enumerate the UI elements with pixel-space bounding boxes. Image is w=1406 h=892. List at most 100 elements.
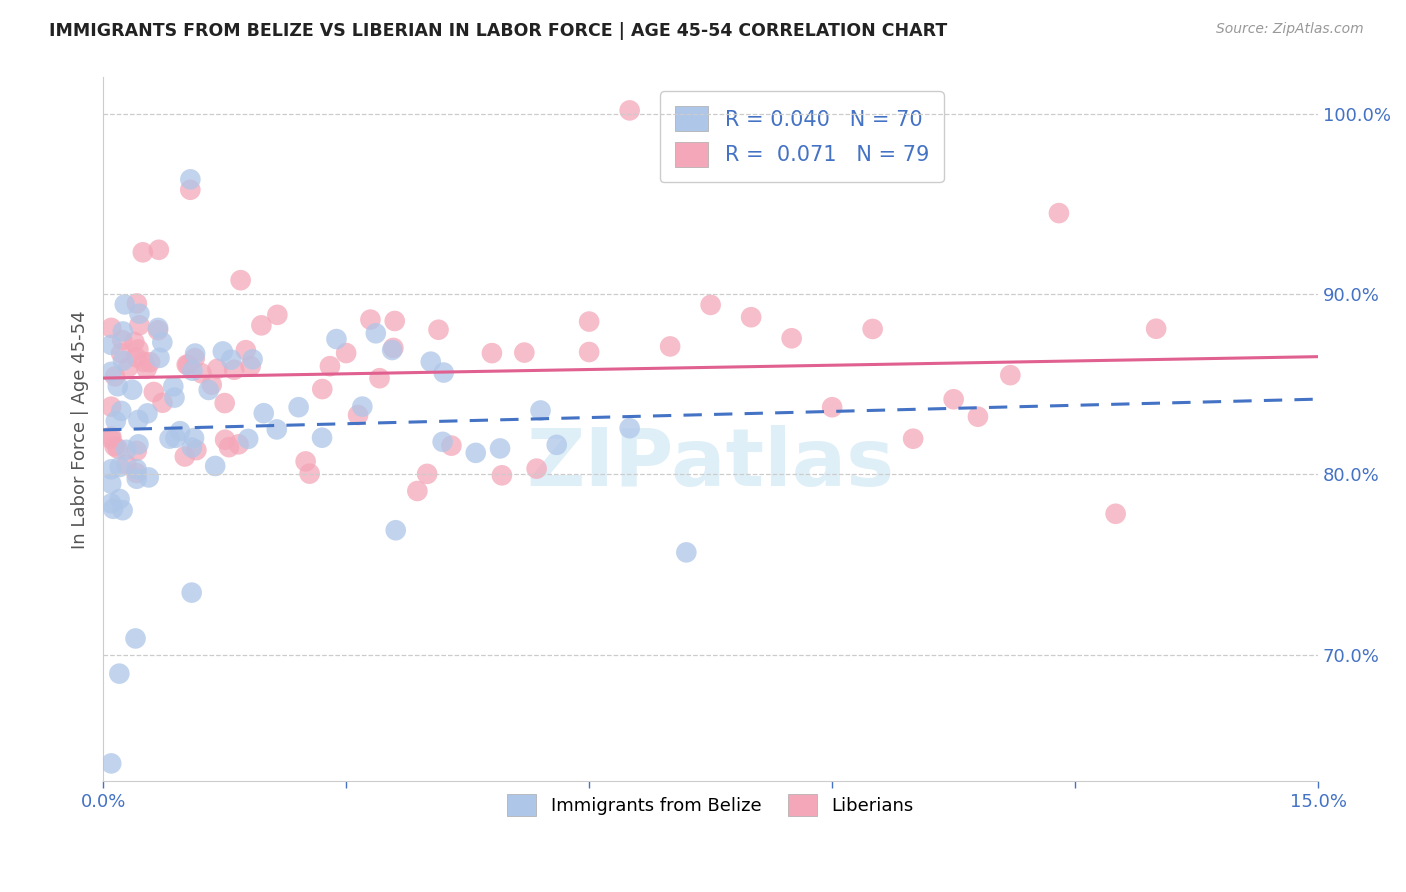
Point [238,432,260,446]
Point [108,460,131,475]
Point [104,439,127,453]
Point [125,462,148,476]
Point [659,339,682,353]
Point [287,400,309,414]
Point [125,296,148,310]
Point [218,440,240,454]
Point [125,472,148,486]
Point [152,395,174,409]
Text: Source: ZipAtlas.com: Source: ZipAtlas.com [1216,22,1364,37]
Text: IMMIGRANTS FROM BELIZE VS LIBERIAN IN LABOR FORCE | AGE 45-54 CORRELATION CHART: IMMIGRANTS FROM BELIZE VS LIBERIAN IN LA… [49,22,948,40]
Point [1144,322,1167,336]
Point [127,437,149,451]
Point [180,441,202,455]
Point [136,406,159,420]
Point [228,437,250,451]
Point [427,323,450,337]
Point [148,351,170,365]
Point [440,439,463,453]
Point [513,345,536,359]
Point [108,491,131,506]
Point [546,438,568,452]
Point [163,391,186,405]
Point [181,364,204,378]
Point [382,341,405,355]
Point [239,359,262,373]
Point [165,431,187,445]
Point [115,442,138,457]
Point [406,483,429,498]
Point [419,354,441,368]
Point [146,323,169,337]
Point [110,404,132,418]
Point [359,312,381,326]
Point [146,321,169,335]
Point [529,403,551,417]
Point [169,424,191,438]
Point [100,432,122,446]
Point [311,382,333,396]
Point [1000,368,1022,383]
Point [433,366,456,380]
Point [207,361,229,376]
Point [128,318,150,333]
Point [121,383,143,397]
Point [197,383,219,397]
Point [148,243,170,257]
Point [135,361,157,376]
Point [242,352,264,367]
Point [124,334,146,349]
Point [1104,507,1126,521]
Point [125,351,148,365]
Point [184,346,207,360]
Point [266,422,288,436]
Point [139,355,162,369]
Point [942,392,965,407]
Point [180,585,202,599]
Point [740,310,762,325]
Point [104,414,127,428]
Point [107,379,129,393]
Point [100,365,122,379]
Point [138,470,160,484]
Point [100,430,122,444]
Point [101,501,124,516]
Point [115,458,138,472]
Point [352,400,374,414]
Point [100,338,122,352]
Point [432,434,454,449]
Point [384,523,406,537]
Point [100,476,122,491]
Point [128,307,150,321]
Point [578,314,600,328]
Text: ZIPatlas: ZIPatlas [526,425,894,503]
Point [108,666,131,681]
Point [311,431,333,445]
Point [325,332,347,346]
Point [132,355,155,369]
Point [298,467,321,481]
Point [294,454,316,468]
Point [901,432,924,446]
Point [381,343,404,357]
Point [127,413,149,427]
Point [335,346,357,360]
Point [100,496,122,510]
Point [110,346,132,360]
Point [491,468,513,483]
Point [107,442,129,456]
Point [173,450,195,464]
Point [211,344,233,359]
Point [235,343,257,358]
Point [578,345,600,359]
Legend: Immigrants from Belize, Liberians: Immigrants from Belize, Liberians [498,785,922,825]
Point [127,343,149,357]
Point [821,401,844,415]
Point [142,384,165,399]
Point [100,321,122,335]
Point [619,103,641,118]
Point [319,359,342,374]
Point [368,371,391,385]
Point [214,396,236,410]
Point [224,363,246,377]
